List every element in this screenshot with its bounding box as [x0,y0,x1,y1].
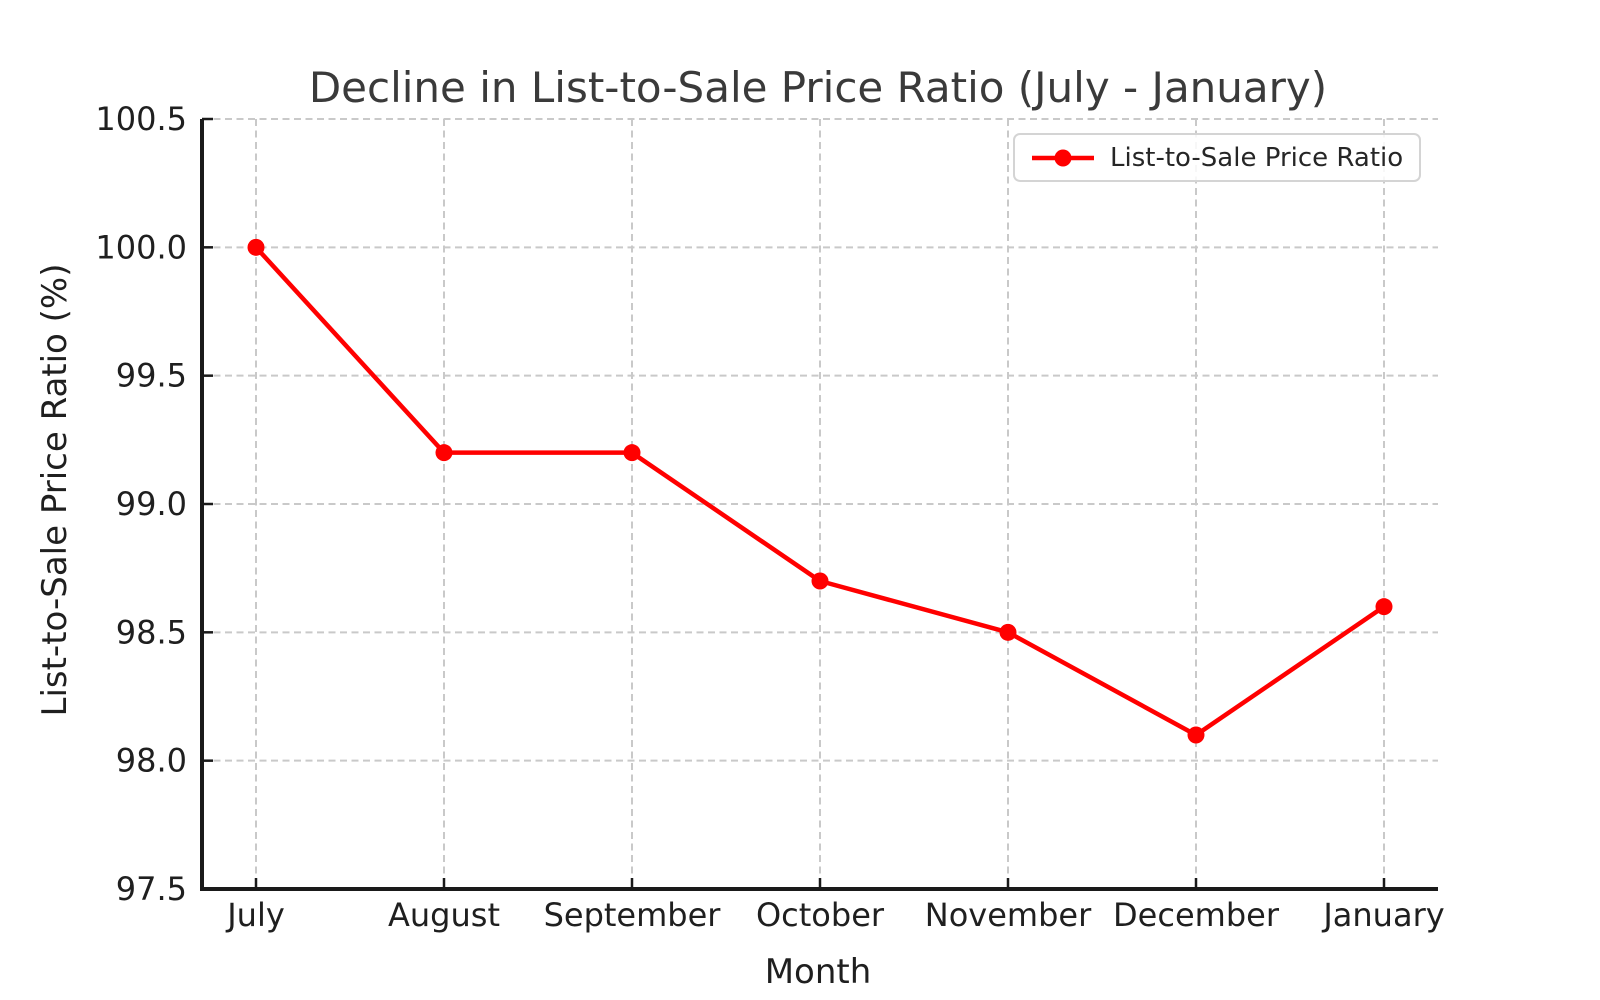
y-tick-label: 99.0 [116,485,187,523]
x-tick-label: July [225,896,285,934]
x-tick-label: September [544,896,722,934]
x-tick-label: December [1113,896,1280,934]
y-axis-title: List-to-Sale Price Ratio (%) [35,263,75,716]
legend-line-marker-icon [1032,149,1094,166]
tick-marks [202,117,1386,891]
data-series-line [247,238,1393,744]
x-tick-label: October [756,896,885,934]
y-tick-labels: 100.5 100.0 99.5 99.0 98.5 98.0 97.5 [95,100,187,908]
y-tick-label: 100.5 [95,100,187,138]
x-tick-label: November [925,896,1092,934]
legend-label: List-to-Sale Price Ratio [1110,142,1404,173]
data-point-marker [1375,598,1393,616]
y-tick-label: 98.5 [116,613,187,651]
y-tick-label: 98.0 [116,742,187,780]
data-point-marker [247,238,265,256]
gridlines [202,118,1438,890]
y-tick-label: 99.5 [116,357,187,395]
y-tick-label: 100.0 [95,228,187,266]
x-tick-labels: July August September October November Decemb… [225,896,1444,934]
data-point-marker [811,572,829,590]
y-tick-label: 97.5 [116,870,187,908]
x-tick-label: August [388,896,500,934]
x-axis-title: Month [765,952,872,992]
data-point-marker [999,623,1017,641]
data-point-marker [623,444,641,462]
legend: List-to-Sale Price Ratio [1013,133,1422,182]
data-point-marker [1187,726,1205,744]
x-tick-label: January [1321,896,1444,934]
data-point-marker [435,444,453,462]
chart-title: Decline in List-to-Sale Price Ratio (Jul… [309,63,1327,112]
